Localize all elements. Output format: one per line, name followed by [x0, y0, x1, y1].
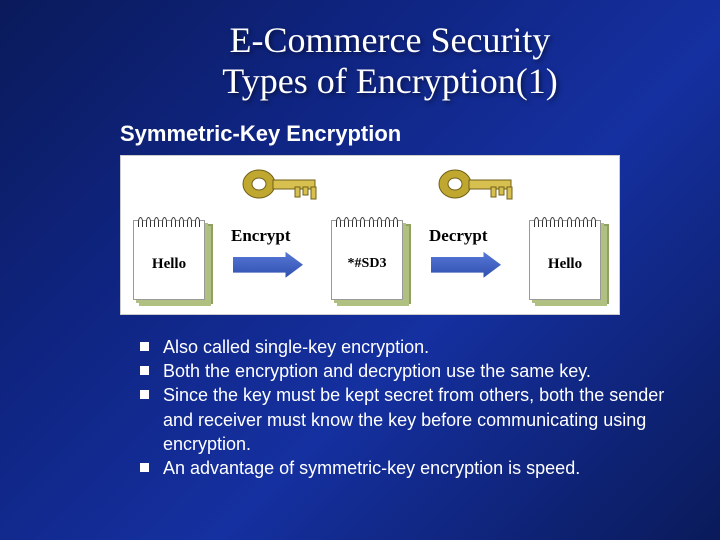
bullet-marker-icon: [140, 342, 149, 351]
bullet-text: Both the encryption and decryption use t…: [163, 359, 680, 383]
notepad-plaintext-right: Hello: [529, 220, 601, 300]
key-icon: [437, 162, 517, 200]
notepad-plaintext-left: Hello: [133, 220, 205, 300]
bullet-marker-icon: [140, 366, 149, 375]
key-icon: [241, 162, 321, 200]
spiral-binding: [332, 217, 402, 227]
notepad-ciphertext: *#SD3: [331, 220, 403, 300]
bullet-marker-icon: [140, 463, 149, 472]
bullet-text: Also called single-key encryption.: [163, 335, 680, 359]
title-line-2: Types of Encryption(1): [100, 61, 680, 102]
bullet-list: Also called single-key encryption. Both …: [140, 335, 680, 481]
encrypt-label: Encrypt: [231, 226, 291, 246]
decrypt-label: Decrypt: [429, 226, 488, 246]
bullet-text: Since the key must be kept secret from o…: [163, 383, 680, 456]
slide-container: E-Commerce Security Types of Encryption(…: [0, 0, 720, 501]
slide-title: E-Commerce Security Types of Encryption(…: [100, 20, 680, 103]
title-line-1: E-Commerce Security: [100, 20, 680, 61]
notepad-text: Hello: [530, 256, 600, 273]
bullet-text: An advantage of symmetric-key encryption…: [163, 456, 680, 480]
list-item: Both the encryption and decryption use t…: [140, 359, 680, 383]
arrow-icon: [431, 252, 501, 278]
spiral-binding: [134, 217, 204, 227]
encryption-diagram: Hello *#SD3 Hello: [120, 155, 620, 315]
bullet-marker-icon: [140, 390, 149, 399]
arrow-icon: [233, 252, 303, 278]
list-item: Since the key must be kept secret from o…: [140, 383, 680, 456]
notepad-text: Hello: [134, 256, 204, 273]
subtitle: Symmetric-Key Encryption: [120, 121, 680, 147]
spiral-binding: [530, 217, 600, 227]
list-item: An advantage of symmetric-key encryption…: [140, 456, 680, 480]
list-item: Also called single-key encryption.: [140, 335, 680, 359]
notepad-text: *#SD3: [332, 256, 402, 272]
